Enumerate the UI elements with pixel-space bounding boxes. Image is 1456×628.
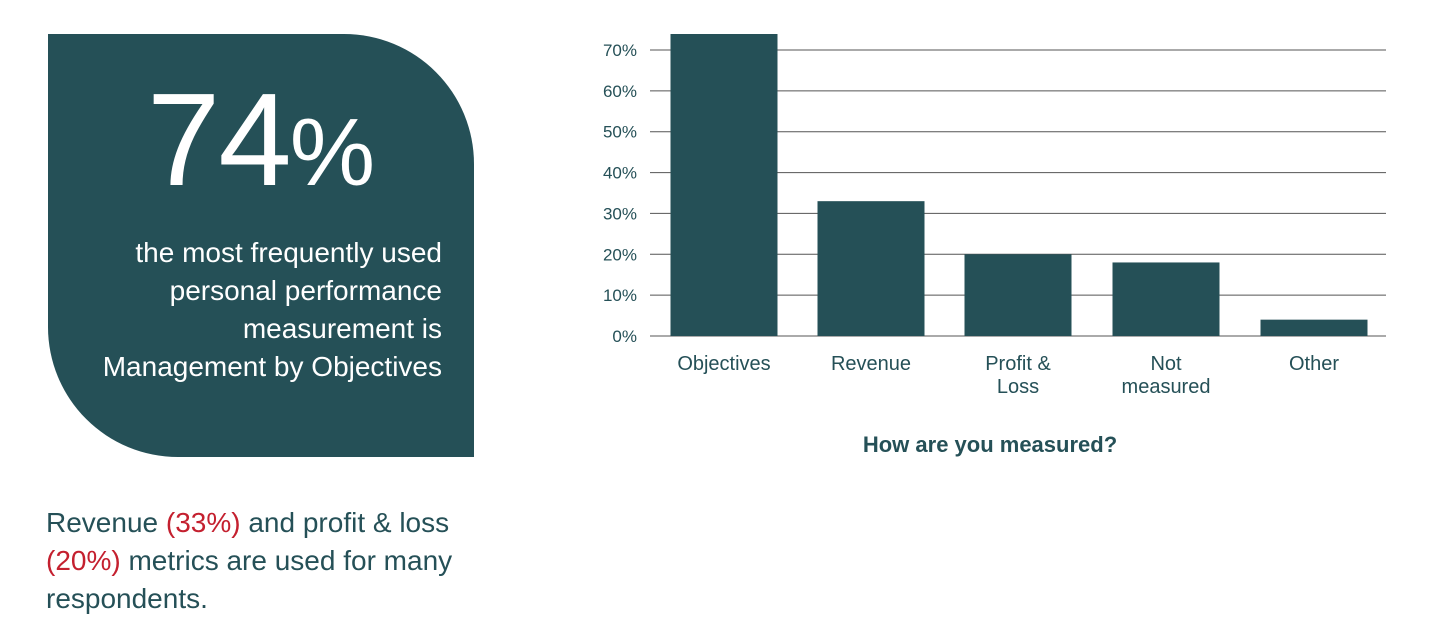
y-tick-label: 20% <box>603 245 637 264</box>
y-tick-label: 60% <box>603 82 637 101</box>
y-tick-label: 30% <box>603 204 637 223</box>
y-tick-label: 40% <box>603 164 637 183</box>
summary-part: metrics are used for many respondents. <box>46 545 453 614</box>
x-tick-label: Other <box>1289 353 1339 375</box>
summary-highlight-revenue: (33%) <box>165 507 241 538</box>
y-tick-label: 50% <box>603 123 637 142</box>
summary-text: Revenue (33%) and profit & loss (20%) me… <box>46 504 486 618</box>
summary-part: and profit & loss <box>240 507 450 538</box>
stat-card: 74% the most frequently used personal pe… <box>48 34 474 457</box>
bar <box>670 34 778 336</box>
stat-caption-line: personal performance <box>169 275 442 306</box>
y-tick-label: 70% <box>603 41 637 60</box>
bar <box>817 201 925 336</box>
summary-highlight-profit-loss: (20%) <box>46 545 121 576</box>
y-tick-label: 0% <box>612 327 637 346</box>
stat-caption: the most frequently used personal perfor… <box>62 234 442 386</box>
stat-number: 74 <box>146 66 292 213</box>
stat-caption-line: measurement is <box>242 313 442 344</box>
chart-title: How are you measured? <box>862 432 1118 457</box>
stat-caption-line: the most frequently used <box>135 237 442 268</box>
bar <box>1260 319 1368 336</box>
bar <box>1112 262 1220 336</box>
x-tick-label: Revenue <box>831 353 911 375</box>
x-tick-label: Not measured <box>1122 353 1211 398</box>
summary-part: Revenue <box>46 507 166 538</box>
stat-caption-line: Management by Objectives <box>102 351 442 382</box>
stat-percent-sign: % <box>289 99 376 206</box>
y-tick-label: 10% <box>603 286 637 305</box>
x-tick-label: Objectives <box>677 353 770 375</box>
bar <box>964 254 1072 336</box>
x-tick-label: Profit & Loss <box>985 353 1051 398</box>
bar-chart: 0% 10% 20% 30% 40% 50% 60% 70% Objectives Revenue… <box>603 34 1386 398</box>
stat-value: 74% <box>48 74 474 219</box>
